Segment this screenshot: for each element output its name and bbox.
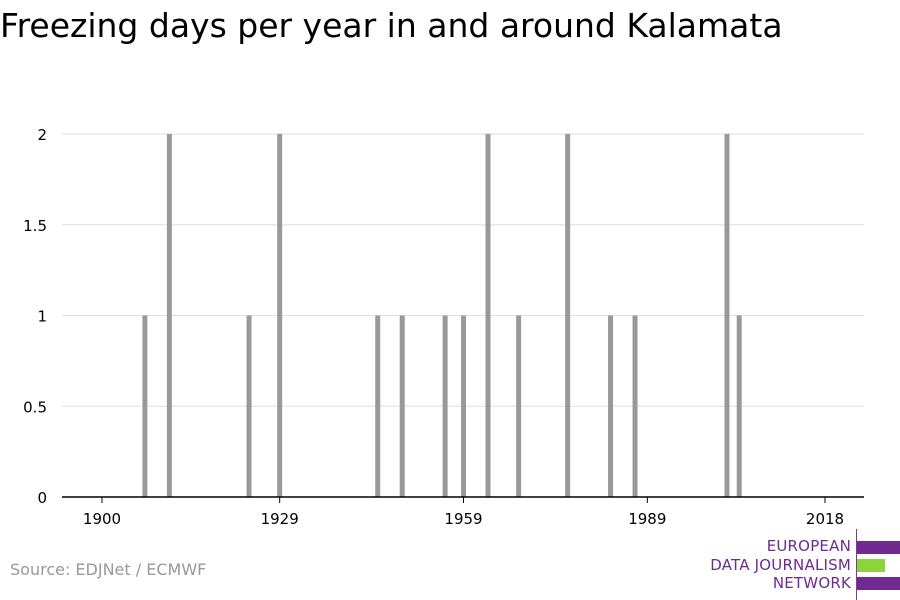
bar[interactable] bbox=[142, 315, 148, 498]
logo-line-2: DATA JOURNALISM bbox=[710, 556, 851, 574]
bar[interactable] bbox=[375, 315, 381, 498]
y-tick-label: 0.5 bbox=[23, 398, 47, 416]
logo-bar-purple-top bbox=[857, 541, 900, 554]
x-tick-label: 1989 bbox=[628, 510, 666, 528]
bar[interactable] bbox=[724, 134, 730, 497]
source-note: Source: EDJNet / ECMWF bbox=[10, 560, 207, 579]
bar[interactable] bbox=[736, 315, 742, 498]
x-tick-label: 2018 bbox=[806, 510, 844, 528]
logo-bar-green bbox=[857, 559, 885, 572]
logo-line-3: NETWORK bbox=[772, 574, 851, 592]
bar[interactable] bbox=[565, 134, 571, 497]
logo-divider bbox=[856, 529, 857, 600]
bar[interactable] bbox=[516, 315, 522, 498]
logo-bar-purple-bottom bbox=[857, 577, 900, 590]
x-tick-label: 1900 bbox=[83, 510, 121, 528]
y-tick-label: 2 bbox=[37, 126, 47, 144]
bar-chart: 0 0.5 1 1.5 2 1900 1929 1959 1989 2018 bbox=[23, 126, 864, 528]
bar[interactable] bbox=[166, 134, 172, 497]
bar[interactable] bbox=[246, 315, 252, 498]
chart-title: Freezing days per year in and around Kal… bbox=[0, 6, 783, 45]
axes: 0 0.5 1 1.5 2 1900 1929 1959 1989 2018 bbox=[23, 126, 864, 528]
bar[interactable] bbox=[608, 315, 614, 498]
x-tick-label: 1929 bbox=[261, 510, 299, 528]
x-tick-label: 1959 bbox=[444, 510, 482, 528]
bar[interactable] bbox=[632, 315, 638, 498]
bar[interactable] bbox=[442, 315, 448, 498]
y-tick-label: 0 bbox=[37, 489, 47, 507]
edjnet-logo[interactable]: EUROPEAN DATA JOURNALISM NETWORK bbox=[700, 529, 900, 600]
bars bbox=[142, 134, 742, 498]
bar[interactable] bbox=[485, 134, 491, 497]
bar[interactable] bbox=[277, 134, 283, 497]
logo-line-1: EUROPEAN bbox=[766, 537, 851, 555]
bar[interactable] bbox=[461, 315, 466, 498]
bar[interactable] bbox=[399, 315, 405, 498]
y-tick-label: 1 bbox=[37, 308, 47, 326]
y-tick-label: 1.5 bbox=[23, 217, 47, 235]
